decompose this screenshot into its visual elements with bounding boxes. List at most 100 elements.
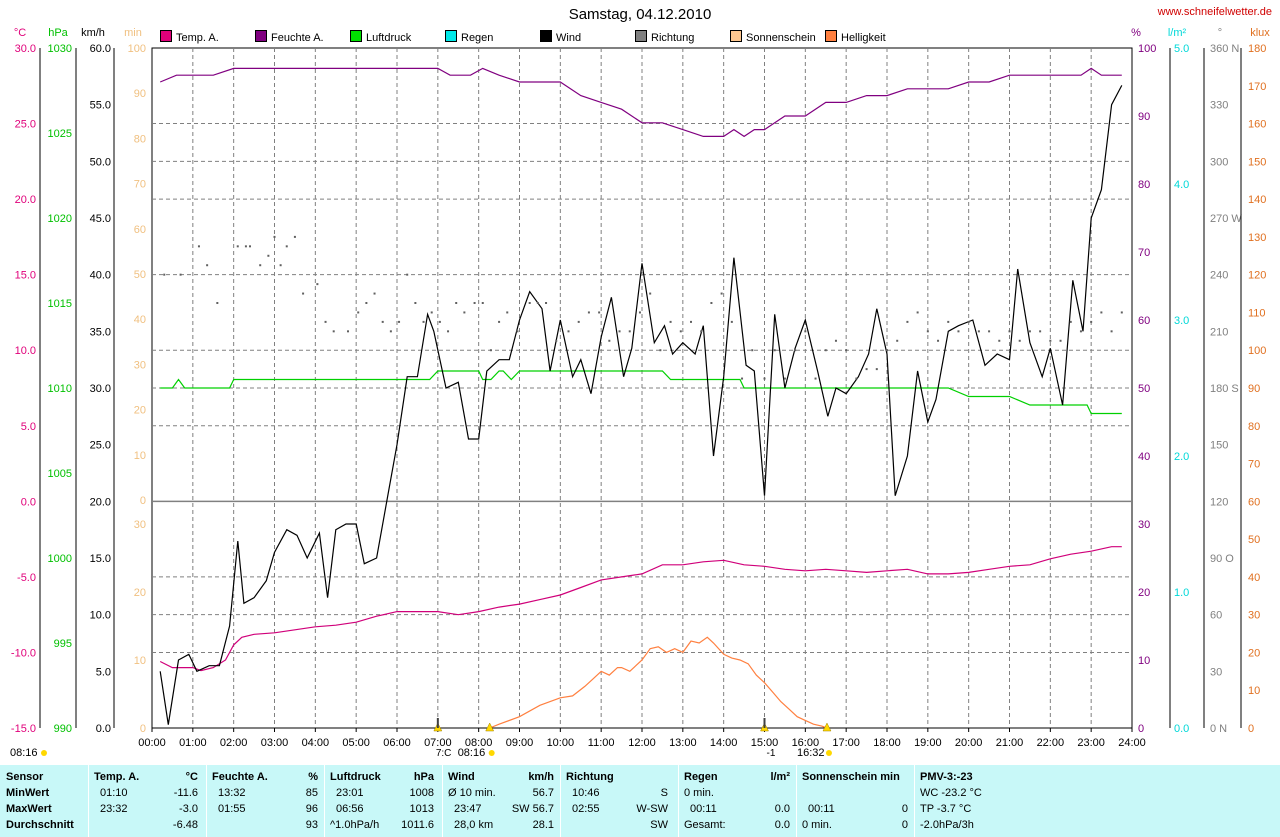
humidity-axis-tick: 90 xyxy=(1138,111,1150,123)
rain-max-time: 00:11 xyxy=(690,803,717,815)
legend-label: Regen xyxy=(461,32,494,44)
pmv-dewpoint: TP -3.7 °C xyxy=(920,803,972,815)
time-tick: 16:00 xyxy=(792,737,820,749)
press-min-value: 1008 xyxy=(409,787,434,799)
time-tick: 14:00 xyxy=(710,737,738,749)
legend-item: Regen xyxy=(445,30,493,44)
rain-axis-tick: 2.0 xyxy=(1174,451,1189,463)
direction-point xyxy=(1100,311,1103,314)
stats-col-rain: Regen l/m² 0 min. 00:11 0.0 Gesamt: 0.0 xyxy=(684,765,796,837)
sunmin-axis-tick: 20 xyxy=(134,587,146,599)
legend-item: Helligkeit xyxy=(825,30,886,44)
hum-max-value: 96 xyxy=(305,803,318,815)
direction-point xyxy=(730,320,733,323)
direction-point xyxy=(896,339,899,342)
series-line-humidity xyxy=(159,67,1122,138)
time-tick: 18:00 xyxy=(873,737,901,749)
lux-axis-tick: 20 xyxy=(1248,647,1260,659)
humidity-axis-tick: 100 xyxy=(1138,43,1156,55)
time-tick: 12:00 xyxy=(628,737,656,749)
press-min-time: 23:01 xyxy=(336,787,364,799)
temp-axis-tick: 25.0 xyxy=(15,119,36,131)
direction-axis-tick: 30 xyxy=(1210,666,1222,678)
direction-point xyxy=(773,349,776,352)
direction-point xyxy=(751,349,754,352)
direction-point xyxy=(236,245,239,248)
rain-axis-tick: 4.0 xyxy=(1174,179,1189,191)
time-tick: 02:00 xyxy=(220,737,248,749)
direction-axis-tick: 120 xyxy=(1210,496,1228,508)
press-trend: ^1.0hPa/h xyxy=(330,819,380,831)
legend-label: Feuchte A. xyxy=(271,32,324,44)
humidity-axis-tick: 30 xyxy=(1138,519,1150,531)
rain-min-label: 0 min. xyxy=(684,787,714,799)
direction-point xyxy=(720,292,723,295)
wind-axis-tick: 45.0 xyxy=(90,213,111,225)
sun-icon xyxy=(41,750,47,756)
pressure-axis-tick: 995 xyxy=(54,638,72,650)
hum-max-time: 01:55 xyxy=(218,803,246,815)
weather-chart: 30.025.020.015.010.05.00.0-5.0-10.0-15.0… xyxy=(10,27,1270,759)
legend-item: Feuchte A. xyxy=(255,30,324,44)
direction-point xyxy=(834,339,837,342)
wind-axis-tick: 10.0 xyxy=(90,610,111,622)
direction-point xyxy=(618,330,621,333)
wind-min-label: Ø 10 min. xyxy=(448,787,496,799)
sun-icon xyxy=(488,750,495,756)
time-tick: 19:00 xyxy=(914,737,942,749)
pressure-axis-tick: 990 xyxy=(54,723,72,735)
temp-max-time: 23:32 xyxy=(100,803,128,815)
pressure-axis-tick: 1010 xyxy=(48,383,72,395)
lux-axis-unit: klux xyxy=(1250,27,1270,39)
lux-axis-tick: 70 xyxy=(1248,459,1260,471)
lux-axis-tick: 0 xyxy=(1248,723,1254,735)
direction-point xyxy=(638,311,641,314)
direction-point xyxy=(473,302,476,304)
direction-axis-tick: 270 W xyxy=(1210,213,1242,225)
legend-swatch xyxy=(540,30,552,42)
lux-axis-tick: 110 xyxy=(1248,307,1266,319)
direction-point xyxy=(279,264,282,267)
time-tick: 13:00 xyxy=(669,737,697,749)
legend-label: Sonnenschein xyxy=(746,32,816,44)
direction-point xyxy=(741,377,744,380)
wind-avg-value: 28.1 xyxy=(532,819,554,831)
rain-axis-tick: 3.0 xyxy=(1174,315,1189,327)
temp-avg-value: -6.48 xyxy=(172,819,198,831)
sunmin-axis-tick: 90 xyxy=(134,88,146,100)
wind-axis-tick: 40.0 xyxy=(90,270,111,282)
wind-axis-tick: 30.0 xyxy=(90,383,111,395)
direction-point xyxy=(244,245,247,248)
temp-axis-tick: 0.0 xyxy=(21,496,36,508)
chart-title: Samstag, 04.12.2010 xyxy=(568,6,712,23)
legend-item: Temp. A. xyxy=(160,30,219,44)
direction-point xyxy=(700,330,703,333)
direction-point xyxy=(906,320,909,323)
wind-axis-tick: 0.0 xyxy=(96,723,111,735)
series-line-temperature xyxy=(159,546,1122,672)
temp-axis-tick: -15.0 xyxy=(11,723,36,735)
wind-axis-tick: 35.0 xyxy=(90,326,111,338)
sunmin-axis-tick: 80 xyxy=(134,133,146,145)
direction-axis-unit: ° xyxy=(1218,27,1222,39)
stats-col-temp: Temp. A. °C 01:10 -11.6 23:32 -3.0 -6.48 xyxy=(94,765,204,837)
sunmin-axis-tick: 70 xyxy=(134,179,146,191)
time-tick: 06:00 xyxy=(383,737,411,749)
rain-total-value: 0.0 xyxy=(774,819,790,831)
time-tick: 11:00 xyxy=(588,737,615,749)
direction-point xyxy=(216,302,219,304)
pressure-axis-tick: 1025 xyxy=(48,128,72,140)
direction-point xyxy=(937,339,940,342)
dir-avg-value: SW xyxy=(650,819,668,831)
temp-axis-tick: 10.0 xyxy=(15,345,36,357)
time-tick: 05:00 xyxy=(342,737,370,749)
series-line-wind xyxy=(159,85,1123,725)
stats-header-wind: Wind xyxy=(448,771,475,783)
divider xyxy=(88,765,89,837)
legend-item: Wind xyxy=(540,30,581,44)
sun-marker xyxy=(485,722,495,732)
wind-axis-tick: 25.0 xyxy=(90,440,111,452)
time-tick: 22:00 xyxy=(1037,737,1065,749)
site-link[interactable]: www.schneifelwetter.de xyxy=(1157,6,1272,18)
sunrise-time: 08:16 xyxy=(458,747,486,759)
